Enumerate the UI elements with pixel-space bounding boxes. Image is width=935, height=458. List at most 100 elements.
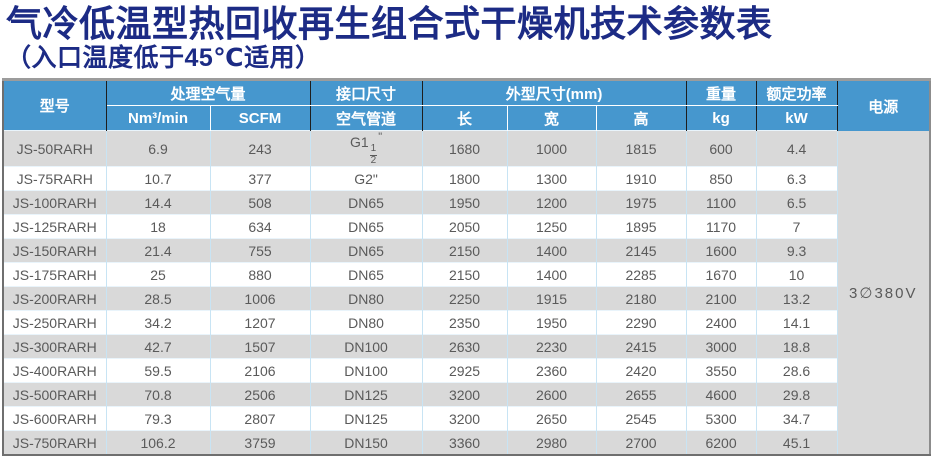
col-header-model: 型号 [3,79,107,131]
cell-width: 2230 [507,334,597,359]
col-header-length: 长 [422,105,508,131]
cell-weight-kg: 1670 [686,262,757,287]
cell-air-pipe: DN150 [310,430,423,456]
cell-model: JS-200RARH [3,286,107,311]
table-row: JS-500RARH 70.8 2506 DN125 3200 2600 2655 4600 2… [3,382,930,407]
cell-width: 1300 [507,166,597,191]
cell-power-supply: 3∅380V [836,130,931,456]
cell-width: 2650 [507,406,597,431]
col-header-kw: kW [756,105,838,131]
cell-weight-kg: 2100 [686,286,757,311]
cell-air-volume-nm3: 106.2 [106,430,211,456]
col-header-height: 高 [596,105,687,131]
col-header-nm3: Nm³/min [106,105,211,131]
cell-air-volume-scfm: 2506 [210,382,311,407]
col-header-weight: 重量 [686,79,757,107]
table-row: JS-100RARH 14.4 508 DN65 1950 1200 1975 1100 6.5 [3,190,930,215]
cell-weight-kg: 2400 [686,310,757,335]
cell-model: JS-150RARH [3,238,107,263]
cell-weight-kg: 3000 [686,334,757,359]
cell-length: 3200 [422,382,508,407]
cell-air-volume-scfm: 1207 [210,310,311,335]
cell-model: JS-750RARH [3,430,107,456]
col-header-air-volume: 处理空气量 [106,79,311,107]
col-header-port-size: 接口尺寸 [310,79,423,107]
cell-model: JS-175RARH [3,262,107,287]
cell-weight-kg: 5300 [686,406,757,431]
cell-power-kw: 6.3 [756,166,838,191]
cell-power-kw: 6.5 [756,190,838,215]
cell-height: 1975 [596,190,687,215]
cell-model: JS-75RARH [3,166,107,191]
cell-width: 2980 [507,430,597,456]
cell-power-kw: 13.2 [756,286,838,311]
col-header-air-pipe: 空气管道 [310,105,423,131]
cell-power-kw: 28.6 [756,358,838,383]
cell-length: 2350 [422,310,508,335]
cell-weight-kg: 3550 [686,358,757,383]
cell-air-pipe: DN125 [310,406,423,431]
col-header-scfm: SCFM [210,105,311,131]
cell-air-volume-nm3: 79.3 [106,406,211,431]
cell-width: 1000 [507,130,597,167]
col-header-power-supply: 电源 [837,79,930,131]
cell-air-volume-scfm: 508 [210,190,311,215]
cell-air-volume-scfm: 2106 [210,358,311,383]
cell-air-volume-nm3: 34.2 [106,310,211,335]
cell-air-pipe: DN65 [310,238,423,263]
cell-air-volume-nm3: 25 [106,262,211,287]
cell-air-volume-scfm: 2807 [210,406,311,431]
cell-power-kw: 34.7 [756,406,838,431]
cell-air-pipe: DN125 [310,382,423,407]
table-row: JS-200RARH 28.5 1006 DN80 2250 1915 2180 2100 13… [3,286,930,311]
table-row: JS-50RARH 6.9 243 G1 1 2 " 1680 1000 1815 600 4.4 3∅… [3,130,931,456]
cell-length: 2925 [422,358,508,383]
cell-model: JS-250RARH [3,310,107,335]
cell-height: 2290 [596,310,687,335]
cell-air-volume-nm3: 59.5 [106,358,211,383]
cell-width: 1400 [507,262,597,287]
cell-air-volume-scfm: 755 [210,238,311,263]
cell-air-pipe: DN65 [310,262,423,287]
cell-air-pipe: DN80 [310,310,423,335]
cell-air-volume-scfm: 377 [210,166,311,191]
cell-model: JS-500RARH [3,382,107,407]
cell-power-kw: 9.3 [756,238,838,263]
cell-length: 3360 [422,430,508,456]
cell-model: JS-600RARH [3,406,107,431]
cell-height: 2420 [596,358,687,383]
cell-model: JS-50RARH [3,130,107,167]
cell-length: 2050 [422,214,508,239]
col-header-rated-power: 额定功率 [756,79,838,107]
cell-air-pipe: DN100 [310,334,423,359]
cell-weight-kg: 1100 [686,190,757,215]
cell-air-volume-scfm: 243 [210,130,311,167]
cell-width: 1250 [507,214,597,239]
cell-air-pipe: G2" [310,166,423,191]
cell-air-volume-nm3: 10.7 [106,166,211,191]
cell-weight-kg: 4600 [686,382,757,407]
col-header-width: 宽 [507,105,597,131]
cell-height: 2180 [596,286,687,311]
cell-length: 2250 [422,286,508,311]
cell-air-pipe: DN65 [310,190,423,215]
cell-air-volume-nm3: 42.7 [106,334,211,359]
table-row: JS-75RARH 10.7 377 G2" 1800 1300 1910 850 6.3 [3,166,930,191]
cell-air-volume-nm3: 28.5 [106,286,211,311]
cell-weight-kg: 600 [686,130,757,167]
cell-air-pipe: G1 1 2 " [310,130,423,167]
cell-air-volume-scfm: 880 [210,262,311,287]
cell-length: 2150 [422,238,508,263]
cell-power-kw: 14.1 [756,310,838,335]
cell-power-kw: 7 [756,214,838,239]
cell-height: 1895 [596,214,687,239]
table-row: JS-750RARH 106.2 3759 DN150 3360 2980 2700 6200… [3,430,930,456]
cell-model: JS-300RARH [3,334,107,359]
cell-length: 1680 [422,130,508,167]
table-row: JS-150RARH 21.4 755 DN65 2150 1400 2145 1600 9.3 [3,238,930,263]
cell-power-kw: 45.1 [756,430,838,456]
cell-air-volume-scfm: 1006 [210,286,311,311]
cell-weight-kg: 850 [686,166,757,191]
cell-air-volume-nm3: 6.9 [106,130,211,167]
cell-air-volume-nm3: 70.8 [106,382,211,407]
